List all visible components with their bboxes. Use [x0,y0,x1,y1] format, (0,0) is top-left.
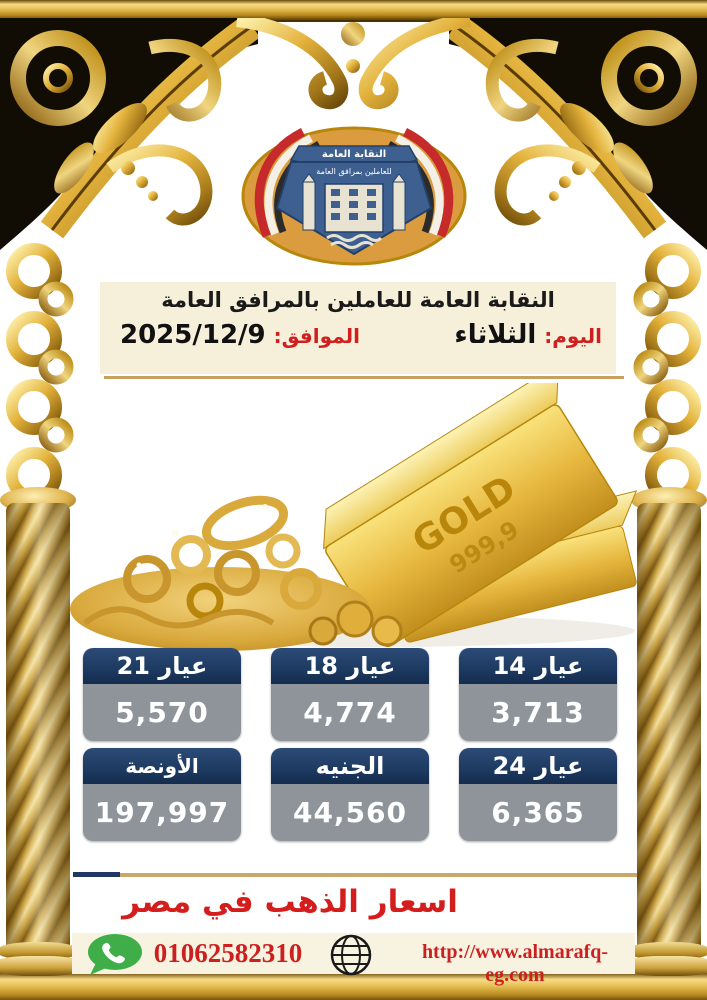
jewelry-pile [70,495,403,651]
price-card-karat14: عيار 14 3,713 [459,648,617,741]
poster-title: اسعار الذهب في مصر [122,884,458,920]
price-card-ounce-value: 197,997 [83,784,241,841]
syndicate-emblem: النقابة العامة للعاملين بمرافق العامة [275,145,433,256]
footer-contact-strip [72,933,635,974]
organization-name: النقابة العامة للعاملين بالمرافق العامة [161,288,555,312]
header-underline [104,376,624,379]
price-card-karat24-label: عيار 24 [459,748,617,784]
price-card-karat21-label: عيار 21 [83,648,241,684]
frame-column-base-left-lower [0,956,84,976]
header-band: النقابة العامة للعاملين بالمرافق العامة … [100,282,616,374]
frame-top-center-ornament [236,18,471,110]
frame-column-base-right [628,942,707,960]
price-card-karat14-value: 3,713 [459,684,617,741]
price-card-ounce-label: الأونصة [83,748,241,784]
gold-bars-jewelry-image: GOLD 999,9 [70,383,638,651]
price-card-pound-label: الجنيه [271,748,429,784]
whatsapp-icon[interactable] [84,931,146,977]
price-card-karat18-value: 4,774 [271,684,429,741]
date-row: اليوم: الثلاثاء الموافق: 2025/12/9 [100,312,616,350]
price-card-pound-value: 44,560 [271,784,429,841]
globe-icon [330,934,372,976]
gold-bar-front: GOLD 999,9 [322,383,618,648]
footer-divider-tan-segment [120,873,637,877]
price-card-karat21: عيار 21 5,570 [83,648,241,741]
syndicate-logo: النقابة العامة للعاملين بمرافق العامة [241,126,467,266]
website-url[interactable]: http://www.almarafq-eg.com [421,941,609,986]
frame-corner-ornament-left [0,18,258,250]
frame-column-base-right-lower [623,956,707,976]
date-value: 2025/12/9 [120,320,266,350]
price-card-karat14-label: عيار 14 [459,648,617,684]
emblem-title: النقابة العامة [322,149,386,160]
frame-top-bar [0,0,707,22]
date-group: الموافق: 2025/12/9 [120,320,360,350]
phone-number[interactable]: 01062582310 [153,938,303,968]
footer-divider-navy-segment [73,872,120,877]
price-card-karat18-label: عيار 18 [271,648,429,684]
day-value: الثلاثاء [454,320,537,350]
date-label: الموافق: [273,324,360,348]
price-card-karat21-value: 5,570 [83,684,241,741]
price-card-karat18: عيار 18 4,774 [271,648,429,741]
frame-rope-column-left [6,503,70,955]
price-card-ounce: الأونصة 197,997 [83,748,241,841]
frame-corner-ornament-right [449,18,707,250]
day-group: اليوم: الثلاثاء [454,320,602,350]
frame-rope-column-right [637,503,701,955]
price-card-karat24-value: 6,365 [459,784,617,841]
price-card-karat24: عيار 24 6,365 [459,748,617,841]
frame-scroll-chain-left [6,243,74,503]
emblem-subtitle: للعاملين بمرافق العامة [316,167,391,176]
day-label: اليوم: [544,324,602,348]
price-card-pound: الجنيه 44,560 [271,748,429,841]
frame-column-base-left [0,942,79,960]
